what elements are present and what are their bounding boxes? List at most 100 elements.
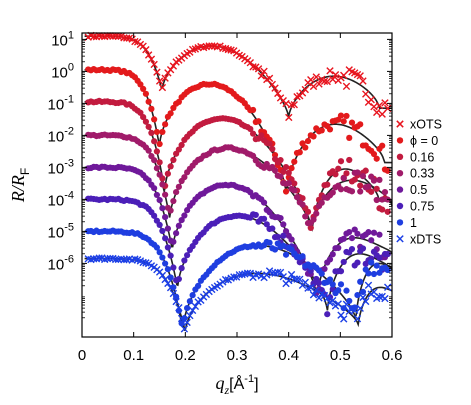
data-point [156, 221, 163, 228]
data-point [326, 67, 334, 75]
legend-marker [396, 170, 404, 177]
data-point [247, 125, 254, 133]
data-point [265, 74, 274, 83]
y-axis-title: R/RF [8, 168, 32, 203]
data-point [175, 275, 182, 283]
data-point [282, 251, 290, 258]
data-point [148, 129, 155, 136]
data-point [150, 60, 158, 69]
data-point [321, 265, 328, 273]
data-point [343, 170, 350, 177]
data-point [282, 228, 290, 235]
data-point [318, 127, 325, 134]
data-point [326, 126, 334, 133]
data-point [189, 292, 196, 299]
data-point [301, 278, 309, 287]
data-point [285, 169, 292, 176]
data-point [340, 71, 348, 80]
data-point [151, 185, 158, 192]
data-point [178, 216, 185, 224]
data-point [221, 275, 230, 284]
data-point [329, 189, 336, 196]
data-point [167, 252, 174, 259]
data-point [131, 37, 139, 46]
data-point [329, 75, 337, 84]
data-point [354, 230, 361, 237]
legend-item: 1 [396, 216, 417, 230]
data-point [159, 254, 166, 261]
legend-item: xDTS [396, 232, 441, 246]
x-tick-label: 0 [78, 347, 86, 364]
data-point [169, 289, 178, 298]
data-point [332, 171, 339, 178]
data-point [164, 279, 172, 288]
data-point [162, 121, 169, 128]
data-point [151, 138, 158, 145]
data-point [384, 283, 392, 291]
data-point [145, 147, 152, 154]
data-point [159, 128, 166, 136]
data-point [274, 89, 282, 98]
data-point [142, 90, 150, 97]
data-point [362, 167, 369, 174]
data-point [376, 269, 383, 276]
data-point [302, 213, 309, 220]
data-point [331, 71, 340, 79]
data-point [155, 77, 164, 85]
data-point [167, 274, 174, 281]
x-tick-label: 0.1 [123, 347, 144, 364]
legend-marker [396, 202, 404, 210]
data-point [323, 294, 331, 303]
data-point [351, 306, 359, 315]
data-point [346, 156, 353, 164]
data-point [180, 325, 189, 333]
data-point [164, 170, 171, 177]
x-axis-label: qz[Å-1] [215, 373, 258, 397]
data-point [162, 235, 169, 242]
data-point [373, 108, 381, 117]
data-point [370, 177, 378, 184]
data-point [271, 84, 279, 92]
data-point [161, 275, 169, 284]
legend-label: 0.33 [410, 167, 434, 181]
data-point [158, 83, 167, 92]
data-point [249, 106, 257, 114]
data-point [159, 181, 166, 188]
data-point [148, 105, 155, 112]
data-point [224, 45, 233, 54]
legend-label: 0.75 [410, 200, 434, 214]
data-point [342, 300, 351, 309]
data-point [156, 171, 163, 178]
data-point [260, 199, 268, 206]
data-point [173, 230, 180, 237]
data-point [170, 238, 177, 245]
data-point [348, 235, 356, 242]
data-point [299, 253, 306, 260]
data-point [178, 141, 185, 149]
data-point [285, 276, 293, 285]
data-point [304, 137, 312, 145]
data-point [257, 72, 266, 80]
data-point [359, 288, 367, 296]
data-point [357, 188, 364, 195]
data-point [285, 180, 292, 187]
data-point [219, 44, 227, 53]
data-point [114, 32, 123, 41]
data-point [260, 67, 268, 76]
data-point [268, 80, 276, 89]
data-point [320, 77, 329, 85]
data-point [258, 132, 265, 139]
data-point [181, 257, 188, 264]
data-point [164, 225, 171, 232]
data-point [280, 221, 287, 228]
data-point [365, 270, 372, 277]
data-point [354, 169, 361, 176]
data-point [285, 113, 293, 122]
data-point [170, 264, 177, 271]
data-point [379, 196, 386, 203]
legend-label: xDTS [410, 232, 441, 246]
data-point [381, 188, 389, 196]
data-point [156, 159, 163, 166]
data-point [230, 273, 238, 281]
data-point [337, 186, 345, 193]
